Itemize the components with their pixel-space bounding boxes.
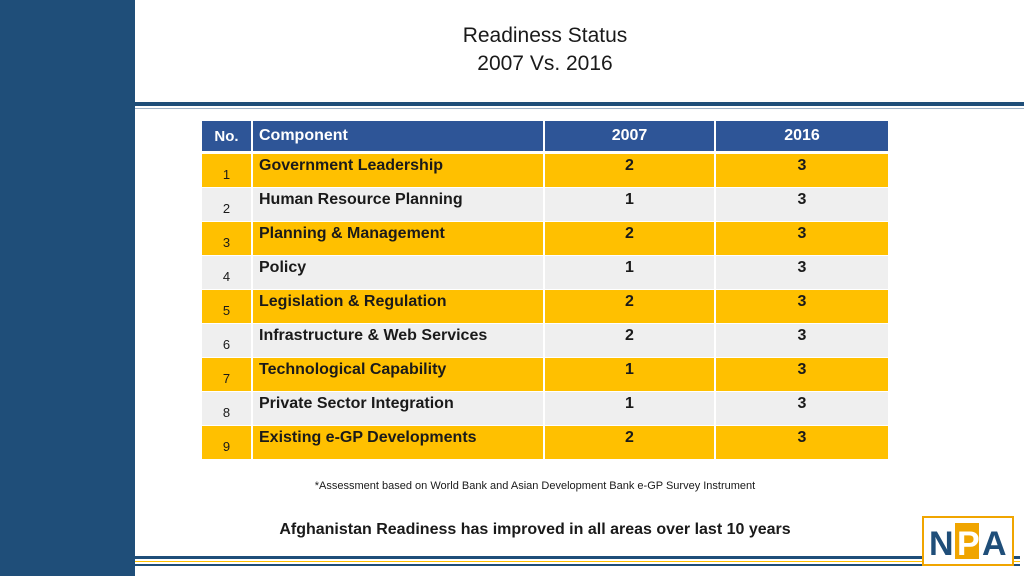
row-component: Human Resource Planning (253, 188, 545, 222)
bottom-divider-lower (135, 564, 1020, 566)
table-row: 7 Technological Capability 1 3 (202, 358, 888, 392)
row-component: Private Sector Integration (253, 392, 545, 426)
row-number: 9 (202, 426, 253, 460)
row-value-2007: 1 (545, 358, 716, 392)
row-component: Technological Capability (253, 358, 545, 392)
npa-logo-icon: N P A (925, 519, 1011, 563)
row-number: 3 (202, 222, 253, 256)
side-accent-bar (0, 0, 135, 576)
row-number: 2 (202, 188, 253, 222)
top-divider (135, 102, 1024, 106)
row-component: Government Leadership (253, 154, 545, 188)
row-number: 4 (202, 256, 253, 290)
bottom-divider-accent (135, 561, 1020, 562)
top-divider-thin (135, 108, 1024, 109)
row-value-2016: 3 (716, 188, 888, 222)
table-row: 2 Human Resource Planning 1 3 (202, 188, 888, 222)
row-value-2016: 3 (716, 358, 888, 392)
table-header-row: No. Component 2007 2016 (202, 121, 888, 154)
row-value-2016: 3 (716, 290, 888, 324)
row-number: 8 (202, 392, 253, 426)
row-number: 7 (202, 358, 253, 392)
row-number: 1 (202, 154, 253, 188)
row-value-2007: 2 (545, 290, 716, 324)
row-value-2007: 2 (545, 426, 716, 460)
header-no: No. (202, 121, 253, 154)
svg-text:A: A (982, 525, 1007, 563)
svg-text:N: N (929, 525, 954, 563)
row-value-2007: 1 (545, 256, 716, 290)
header-2016: 2016 (716, 121, 888, 154)
row-value-2007: 1 (545, 392, 716, 426)
row-number: 6 (202, 324, 253, 358)
table-row: 3 Planning & Management 2 3 (202, 222, 888, 256)
row-component: Existing e-GP Developments (253, 426, 545, 460)
title-line-2: 2007 Vs. 2016 (477, 52, 613, 75)
table-row: 1 Government Leadership 2 3 (202, 154, 888, 188)
row-component: Planning & Management (253, 222, 545, 256)
table-row: 9 Existing e-GP Developments 2 3 (202, 426, 888, 460)
npa-logo: N P A (922, 516, 1014, 566)
table-row: 8 Private Sector Integration 1 3 (202, 392, 888, 426)
conclusion-text: Afghanistan Readiness has improved in al… (279, 521, 791, 538)
slide-title: Readiness Status 2007 Vs. 2016 (135, 22, 955, 78)
row-value-2016: 3 (716, 154, 888, 188)
title-line-1: Readiness Status (462, 24, 628, 47)
row-component: Legislation & Regulation (253, 290, 545, 324)
readiness-table: No. Component 2007 2016 1 Government Lea… (202, 121, 888, 460)
row-number: 5 (202, 290, 253, 324)
row-value-2007: 2 (545, 222, 716, 256)
header-component: Component (253, 121, 545, 154)
row-value-2007: 2 (545, 324, 716, 358)
source-footnote: *Assessment based on World Bank and Asia… (314, 480, 756, 492)
row-value-2016: 3 (716, 222, 888, 256)
row-value-2016: 3 (716, 324, 888, 358)
row-value-2007: 2 (545, 154, 716, 188)
row-value-2016: 3 (716, 256, 888, 290)
row-value-2016: 3 (716, 392, 888, 426)
row-value-2007: 1 (545, 188, 716, 222)
row-value-2016: 3 (716, 426, 888, 460)
bottom-divider (135, 556, 1020, 559)
row-component: Infrastructure & Web Services (253, 324, 545, 358)
header-2007: 2007 (545, 121, 716, 154)
table-row: 4 Policy 1 3 (202, 256, 888, 290)
table-row: 6 Infrastructure & Web Services 2 3 (202, 324, 888, 358)
svg-text:P: P (957, 525, 980, 563)
table-row: 5 Legislation & Regulation 2 3 (202, 290, 888, 324)
row-component: Policy (253, 256, 545, 290)
